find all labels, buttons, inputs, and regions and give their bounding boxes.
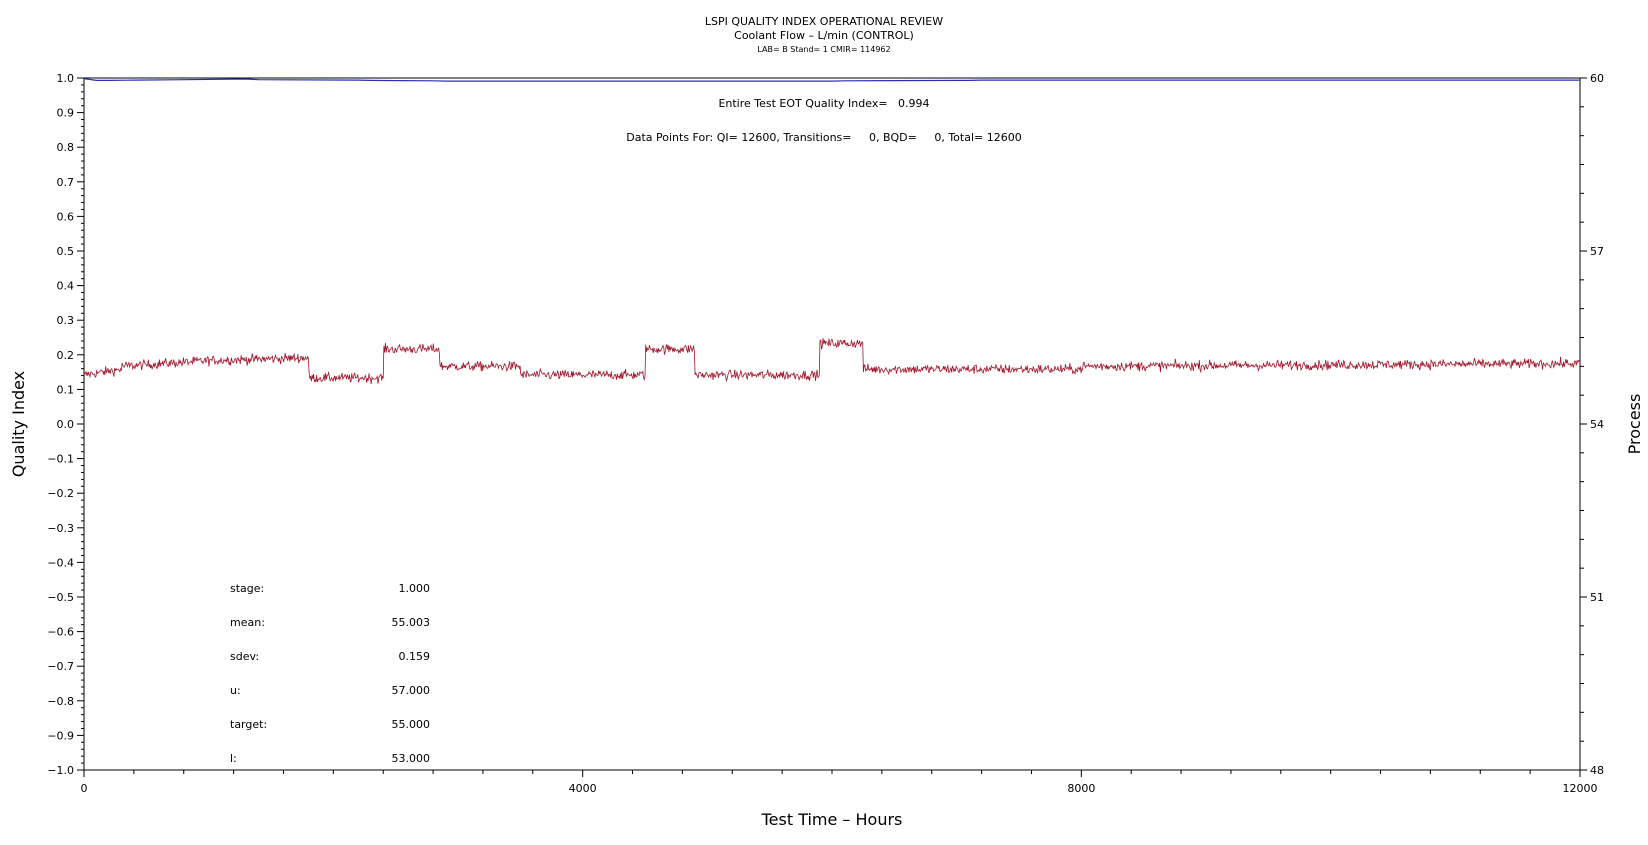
y-tick-label: −0.5 <box>47 591 74 604</box>
y2-tick-label: 54 <box>1590 418 1604 431</box>
y2-axis-label: Process <box>1625 394 1644 455</box>
y-tick-label: 0.1 <box>57 383 75 396</box>
y-tick-label: 1.0 <box>57 72 75 85</box>
y-tick-label: −0.9 <box>47 729 74 742</box>
stat-value: 57.000 <box>392 684 431 697</box>
y-tick-label: 0.2 <box>57 349 75 362</box>
stat-value: 55.003 <box>392 616 431 629</box>
y-tick-label: 0.3 <box>57 314 75 327</box>
y-tick-label: −1.0 <box>47 764 74 777</box>
y-tick-label: −0.2 <box>47 487 74 500</box>
y-tick-label: 0.9 <box>57 107 75 120</box>
y-tick-label: 0.6 <box>57 210 75 223</box>
x-tick-label: 0 <box>81 782 88 795</box>
y2-tick-label: 51 <box>1590 591 1604 604</box>
stat-label: sdev: <box>230 650 259 663</box>
stat-label: stage: <box>230 582 264 595</box>
stat-label: u: <box>230 684 241 697</box>
y-tick-label: 0.5 <box>57 245 75 258</box>
stat-value: 1.000 <box>399 582 431 595</box>
stat-value: 0.159 <box>399 650 431 663</box>
y2-tick-label: 60 <box>1590 72 1604 85</box>
x-axis: 0 4000 8000 12000 <box>81 770 1598 795</box>
x-tick-label: 12000 <box>1563 782 1598 795</box>
y-tick-label: −0.1 <box>47 453 74 466</box>
y-tick-label: 0.7 <box>57 176 75 189</box>
x-axis-label: Test Time – Hours <box>761 810 903 829</box>
eot-quality-index-annotation: Entire Test EOT Quality Index= 0.994 <box>718 97 929 110</box>
data-points-annotation: Data Points For: QI= 12600, Transitions=… <box>626 131 1021 144</box>
y-tick-label: −0.4 <box>47 556 74 569</box>
chart-title: LSPI QUALITY INDEX OPERATIONAL REVIEW <box>705 15 943 28</box>
chart-subtitle-2: LAB= B Stand= 1 CMIR= 114962 <box>757 45 890 54</box>
y-axis-label: Quality Index <box>9 371 28 477</box>
stat-value: 55.000 <box>392 718 431 731</box>
x-tick-label: 4000 <box>569 782 597 795</box>
y2-tick-label: 48 <box>1590 764 1604 777</box>
y-tick-label: 0.8 <box>57 141 75 154</box>
plot-frame <box>83 77 1581 771</box>
y-tick-label: −0.8 <box>47 695 74 708</box>
y-tick-label: −0.6 <box>47 626 74 639</box>
process-series-line <box>83 338 1581 384</box>
stat-value: 53.000 <box>392 752 431 765</box>
series-group <box>83 78 1581 384</box>
y-tick-label: 0.4 <box>57 280 75 293</box>
stat-label: mean: <box>230 616 265 629</box>
y-tick-label: 0.0 <box>57 418 75 431</box>
stat-label: l: <box>230 752 237 765</box>
y-axis-left: 1.0 0.9 0.8 0.7 0.6 0.5 0.4 0.3 0.2 0.1 0.0 −0.1 −0.… <box>47 72 84 777</box>
y-tick-label: −0.7 <box>47 660 74 673</box>
quality-index-series-line <box>83 78 1580 82</box>
x-tick-label: 8000 <box>1067 782 1095 795</box>
y-tick-label: −0.3 <box>47 522 74 535</box>
chart-subtitle: Coolant Flow – L/min (CONTROL) <box>734 29 914 42</box>
stats-table: stage: 1.000 mean: 55.003 sdev: 0.159 u: 57.000… <box>230 582 430 765</box>
y2-tick-label: 57 <box>1590 245 1604 258</box>
stat-label: target: <box>230 718 267 731</box>
y-axis-right: 60 57 54 51 48 <box>1580 72 1604 777</box>
